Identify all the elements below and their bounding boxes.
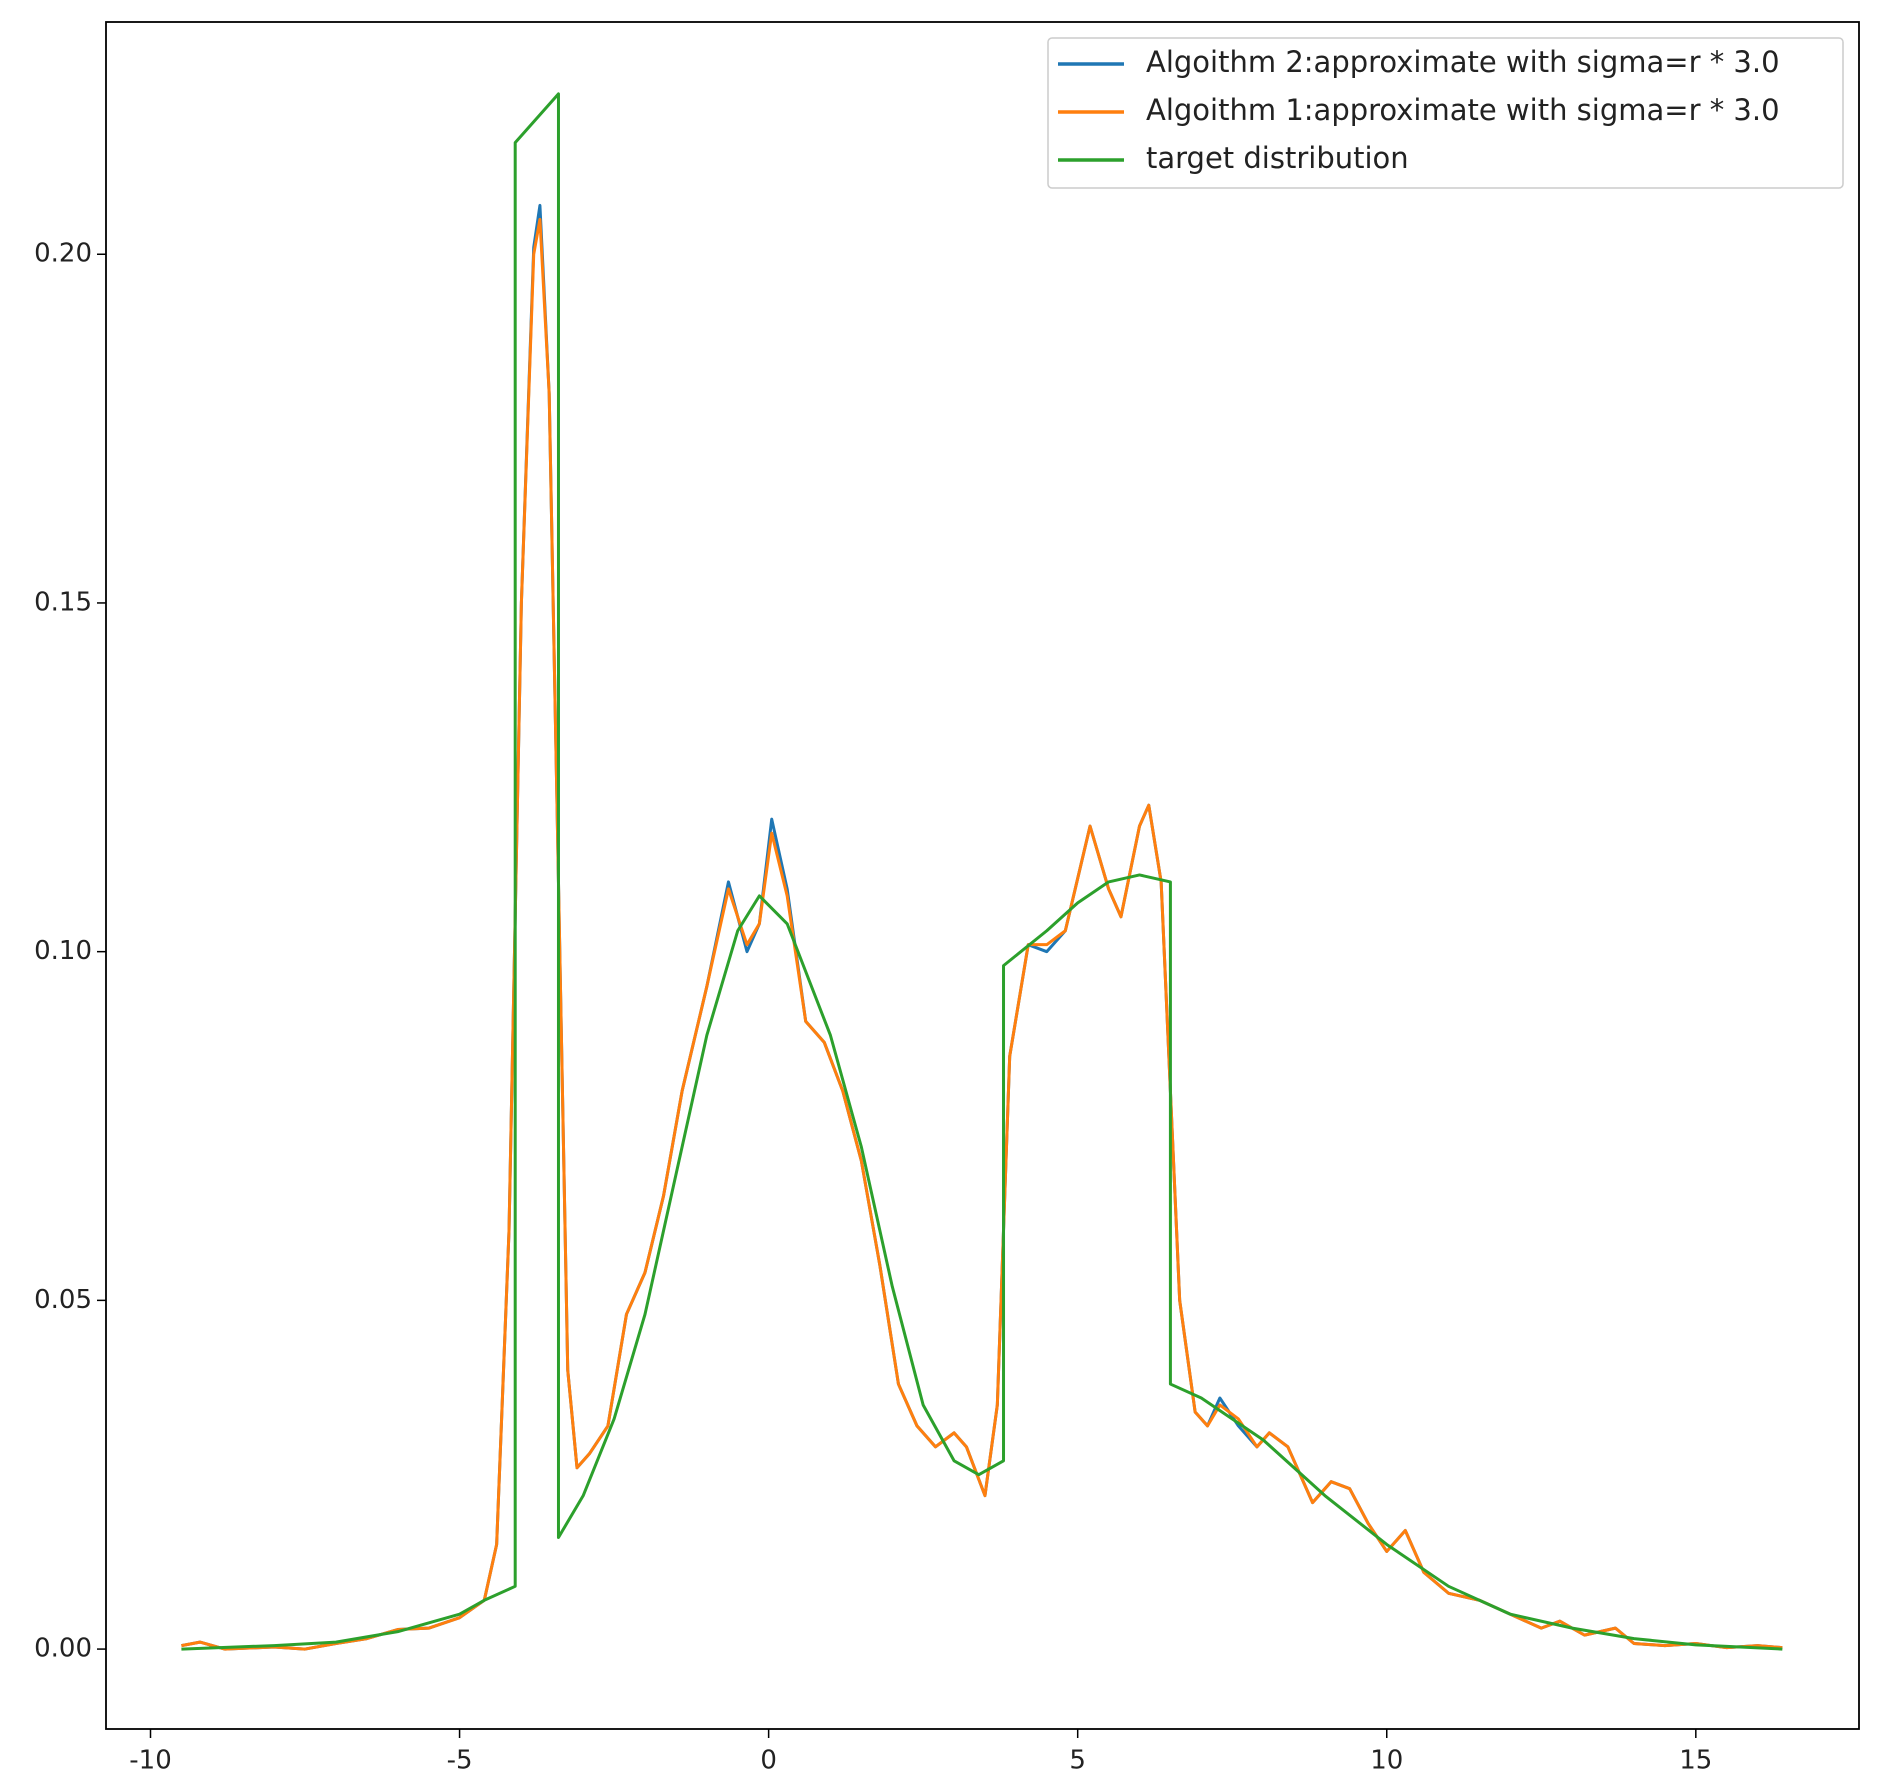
x-tick-label: 0 xyxy=(760,1746,777,1776)
legend-label: target distribution xyxy=(1146,141,1409,175)
data-line xyxy=(181,203,1783,1651)
x-tick-label: -5 xyxy=(447,1746,473,1776)
y-tick-label: 0.20 xyxy=(34,239,92,269)
y-tick-label: 0.10 xyxy=(34,936,92,966)
y-tick-label: 0.00 xyxy=(34,1634,92,1664)
legend-label: Algoithm 1:approximate with sigma=r * 3.… xyxy=(1146,93,1780,127)
data-line xyxy=(181,217,1783,1651)
x-tick-label: 15 xyxy=(1679,1746,1712,1776)
x-tick-label: -10 xyxy=(129,1746,171,1776)
y-tick-label: 0.05 xyxy=(34,1285,92,1315)
legend-label: Algoithm 2:approximate with sigma=r * 3.… xyxy=(1146,45,1780,79)
y-tick-label: 0.15 xyxy=(34,587,92,617)
legend: Algoithm 2:approximate with sigma=r * 3.… xyxy=(1047,37,1844,189)
legend-box xyxy=(1047,37,1844,189)
data-line xyxy=(181,92,1783,1651)
x-tick-label: 10 xyxy=(1370,1746,1403,1776)
x-tick-label: 5 xyxy=(1069,1746,1086,1776)
plot-frame xyxy=(105,21,1860,1730)
